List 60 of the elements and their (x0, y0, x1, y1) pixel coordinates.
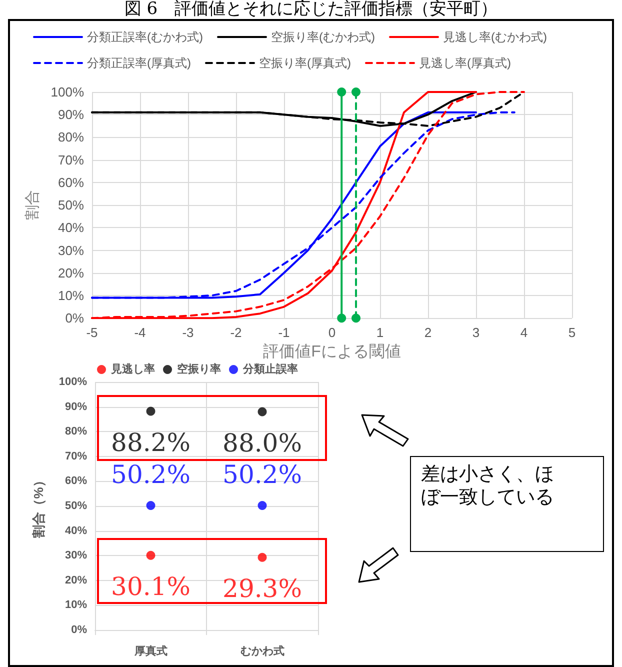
x-tick-label: 厚真式 (133, 644, 168, 658)
legend-label: 見逃し率 (110, 362, 155, 376)
point (146, 501, 156, 510)
y-tick-label: 60% (58, 174, 84, 190)
text: 差は小さく、ほぼ一致している (410, 456, 604, 552)
y-tick-label: 40% (58, 220, 84, 236)
y-tick-label: 50% (64, 500, 88, 512)
y-tick-label: 100% (58, 376, 88, 388)
y-tick-label: 70% (58, 152, 84, 168)
legend-label: 空振り率(厚真式) (258, 56, 351, 70)
x-tick-label: -5 (86, 325, 98, 340)
legend-label: 分類正誤率(むかわ式) (87, 30, 203, 44)
y-tick-label: 30% (58, 242, 84, 258)
x-tick-label: -4 (134, 325, 146, 340)
data-label: 88.0% (222, 428, 302, 458)
legend-label: 分類正誤率(厚真式) (87, 56, 191, 70)
data-label: 30.1% (111, 572, 190, 601)
point (146, 406, 156, 416)
y-axis-title: 割合 (24, 190, 41, 220)
legend-label: 空振り率(むかわ式) (270, 30, 375, 44)
y-tick-label: 30% (64, 550, 88, 562)
y-tick-label: 20% (64, 574, 88, 586)
data-label: 88.2% (111, 428, 190, 457)
x-axis-title: 評価値Fによる閾値 (263, 342, 401, 360)
x-tick-label: 0 (328, 325, 336, 340)
legend-label: 見逃し率(厚真式) (418, 56, 511, 70)
data-label: 29.3% (222, 574, 302, 603)
y-tick-label: 40% (64, 524, 88, 537)
y-axis-title: 割合（%） (31, 474, 46, 539)
x-tick-label: -1 (278, 325, 290, 340)
legend-label: 分類止誤率 (242, 362, 298, 376)
data-label: 50.2% (222, 460, 302, 490)
y-tick-label: 70% (64, 450, 88, 462)
point (258, 501, 267, 510)
x-tick-label: -2 (230, 325, 242, 340)
data-label: 50.2% (111, 460, 190, 490)
y-tick-label: 0% (71, 624, 88, 636)
x-tick-label: 4 (520, 325, 528, 340)
point (146, 550, 156, 560)
y-tick-label: 100% (50, 84, 84, 100)
y-tick-label: 50% (58, 198, 84, 213)
y-tick-label: 0% (65, 310, 84, 326)
y-tick-label: 90% (58, 107, 84, 122)
x-tick-label: 1 (376, 325, 384, 340)
x-tick-label: -3 (182, 325, 194, 340)
legend-label: 空振り率 (177, 362, 221, 376)
y-tick-label: 60% (64, 475, 88, 488)
point (258, 407, 267, 416)
x-tick-label: 5 (568, 325, 576, 340)
x-tick-label: 2 (424, 325, 432, 340)
y-tick-label: 80% (58, 130, 84, 145)
x-tick-label: むかわ式 (240, 644, 284, 658)
legend-label: 見逃し率(むかわ式) (442, 30, 547, 44)
y-tick-label: 20% (58, 265, 84, 280)
y-tick-label: 90% (64, 400, 88, 413)
y-tick-label: 10% (58, 288, 84, 303)
point (258, 552, 267, 562)
y-tick-label: 10% (64, 599, 88, 612)
x-tick-label: 3 (472, 325, 480, 340)
y-tick-label: 80% (64, 426, 88, 438)
